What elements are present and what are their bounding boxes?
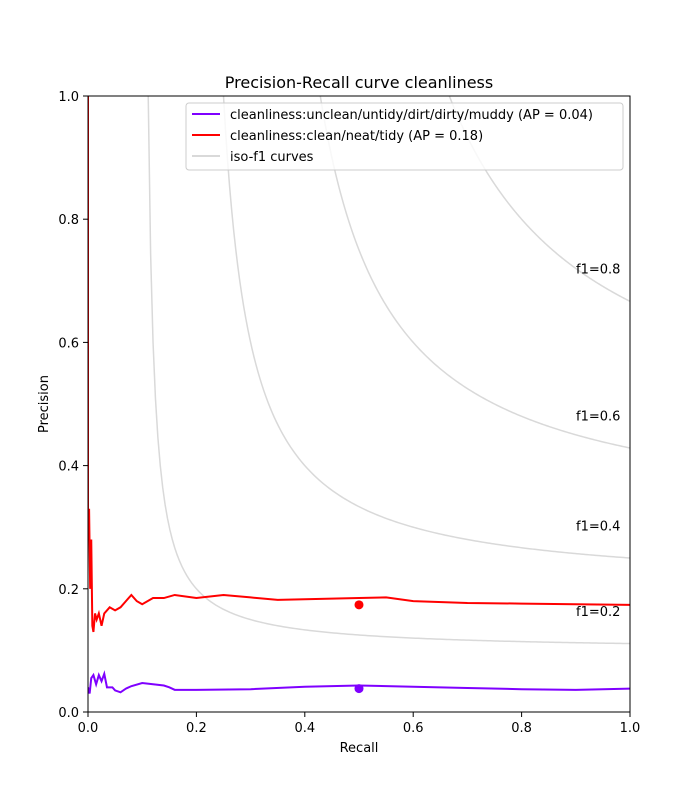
legend-label-unclean: cleanliness:unclean/untidy/dirt/dirty/mu… <box>230 108 593 123</box>
x-tick-label: 0.2 <box>186 721 207 736</box>
y-tick-label: 0.4 <box>58 460 79 475</box>
y-axis-label: Precision <box>37 375 52 433</box>
chart-title: Precision-Recall curve cleanliness <box>225 73 493 92</box>
x-tick-label: 0.8 <box>511 721 532 736</box>
y-tick-label: 0.6 <box>58 336 79 351</box>
x-tick-label: 0.4 <box>294 721 315 736</box>
iso-f1-label: f1=0.4 <box>576 519 620 534</box>
iso-f1-curve <box>147 96 630 645</box>
x-tick-label: 0.6 <box>403 721 424 736</box>
iso-f1-curve <box>319 96 630 449</box>
ticks-group: 0.0 0.2 0.4 0.6 0.8 1.0 0.0 0.2 0.4 0.6 0.8 1.0 <box>58 90 640 736</box>
legend-label-iso: iso-f1 curves <box>230 150 314 165</box>
plot-frame <box>87 95 631 713</box>
legend: cleanliness:unclean/untidy/dirt/dirty/mu… <box>185 102 624 171</box>
series-line-1 <box>88 96 630 633</box>
legend-box <box>185 102 624 171</box>
y-tick-label: 0.2 <box>58 583 79 598</box>
series-group <box>88 96 630 694</box>
iso-f1-label: f1=0.2 <box>576 605 620 620</box>
y-tick-label: 0.0 <box>58 706 79 721</box>
iso-f1-group <box>147 96 630 645</box>
y-tick-label: 1.0 <box>58 90 79 105</box>
series-marker-0 <box>354 684 364 694</box>
iso-f1-label: f1=0.6 <box>576 409 620 424</box>
y-tick-label: 0.8 <box>58 213 79 228</box>
x-tick-label: 0.0 <box>78 721 99 736</box>
iso-f1-curve <box>222 96 630 559</box>
series-line-0 <box>88 670 630 694</box>
legend-label-clean: cleanliness:clean/neat/tidy (AP = 0.18) <box>230 129 483 144</box>
x-axis-label: Recall <box>340 741 379 756</box>
iso-f1-label: f1=0.8 <box>576 263 620 278</box>
x-tick-label: 1.0 <box>620 721 641 736</box>
series-marker-1 <box>354 600 364 610</box>
